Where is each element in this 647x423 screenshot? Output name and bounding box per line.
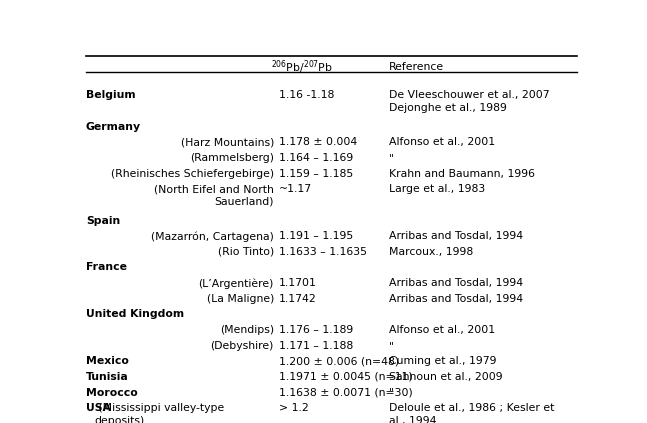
Text: Germany: Germany [86, 122, 141, 132]
Text: Arribas and Tosdal, 1994: Arribas and Tosdal, 1994 [389, 231, 523, 241]
Text: 1.1701: 1.1701 [279, 278, 317, 288]
Text: Sahnoun et al., 2009: Sahnoun et al., 2009 [389, 372, 503, 382]
Text: 1.178 ± 0.004: 1.178 ± 0.004 [279, 137, 357, 147]
Text: (Mazarrón, Cartagena): (Mazarrón, Cartagena) [151, 231, 274, 242]
Text: (Mississippi valley-type
deposits): (Mississippi valley-type deposits) [94, 403, 224, 423]
Text: (Rammelsberg): (Rammelsberg) [190, 153, 274, 163]
Text: $^{206}$Pb/$^{207}$Pb: $^{206}$Pb/$^{207}$Pb [270, 58, 333, 76]
Text: Marcoux., 1998: Marcoux., 1998 [389, 247, 474, 257]
Text: 1.16 -1.18: 1.16 -1.18 [279, 91, 334, 101]
Text: (Mendips): (Mendips) [220, 325, 274, 335]
Text: Alfonso et al., 2001: Alfonso et al., 2001 [389, 325, 496, 335]
Text: (Rheinisches Schiefergebirge): (Rheinisches Schiefergebirge) [111, 169, 274, 179]
Text: De Vleeschouwer et al., 2007
Dejonghe et al., 1989: De Vleeschouwer et al., 2007 Dejonghe et… [389, 91, 550, 113]
Text: ": " [389, 341, 394, 351]
Text: (Rio Tinto): (Rio Tinto) [217, 247, 274, 257]
Text: 1.1971 ± 0.0045 (n=11): 1.1971 ± 0.0045 (n=11) [279, 372, 413, 382]
Text: Deloule et al., 1986 ; Kesler et
al., 1994: Deloule et al., 1986 ; Kesler et al., 19… [389, 403, 554, 423]
Text: France: France [86, 262, 127, 272]
Text: ": " [389, 387, 394, 398]
Text: Alfonso et al., 2001: Alfonso et al., 2001 [389, 137, 496, 147]
Text: ": " [389, 153, 394, 163]
Text: United Kingdom: United Kingdom [86, 309, 184, 319]
Text: Mexico: Mexico [86, 356, 129, 366]
Text: (La Maligne): (La Maligne) [206, 294, 274, 304]
Text: (L’Argentière): (L’Argentière) [199, 278, 274, 288]
Text: Spain: Spain [86, 216, 120, 225]
Text: Large et al., 1983: Large et al., 1983 [389, 184, 485, 194]
Text: Krahn and Baumann, 1996: Krahn and Baumann, 1996 [389, 169, 535, 179]
Text: Morocco: Morocco [86, 387, 138, 398]
Text: 1.159 – 1.185: 1.159 – 1.185 [279, 169, 353, 179]
Text: 1.171 – 1.188: 1.171 – 1.188 [279, 341, 353, 351]
Text: 1.200 ± 0.006 (n=48): 1.200 ± 0.006 (n=48) [279, 356, 399, 366]
Text: 1.1633 – 1.1635: 1.1633 – 1.1635 [279, 247, 367, 257]
Text: Arribas and Tosdal, 1994: Arribas and Tosdal, 1994 [389, 294, 523, 304]
Text: 1.191 – 1.195: 1.191 – 1.195 [279, 231, 353, 241]
Text: USA: USA [86, 403, 111, 413]
Text: Belgium: Belgium [86, 91, 135, 101]
Text: (North Eifel and North
Sauerland): (North Eifel and North Sauerland) [154, 184, 274, 207]
Text: (Debyshire): (Debyshire) [210, 341, 274, 351]
Text: ~1.17: ~1.17 [279, 184, 312, 194]
Text: Cuming et al., 1979: Cuming et al., 1979 [389, 356, 497, 366]
Text: 1.164 – 1.169: 1.164 – 1.169 [279, 153, 353, 163]
Text: > 1.2: > 1.2 [279, 403, 309, 413]
Text: 1.1638 ± 0.0071 (n=30): 1.1638 ± 0.0071 (n=30) [279, 387, 413, 398]
Text: Arribas and Tosdal, 1994: Arribas and Tosdal, 1994 [389, 278, 523, 288]
Text: Reference: Reference [389, 62, 444, 72]
Text: 1.1742: 1.1742 [279, 294, 316, 304]
Text: (Harz Mountains): (Harz Mountains) [181, 137, 274, 147]
Text: 1.176 – 1.189: 1.176 – 1.189 [279, 325, 353, 335]
Text: Tunisia: Tunisia [86, 372, 129, 382]
